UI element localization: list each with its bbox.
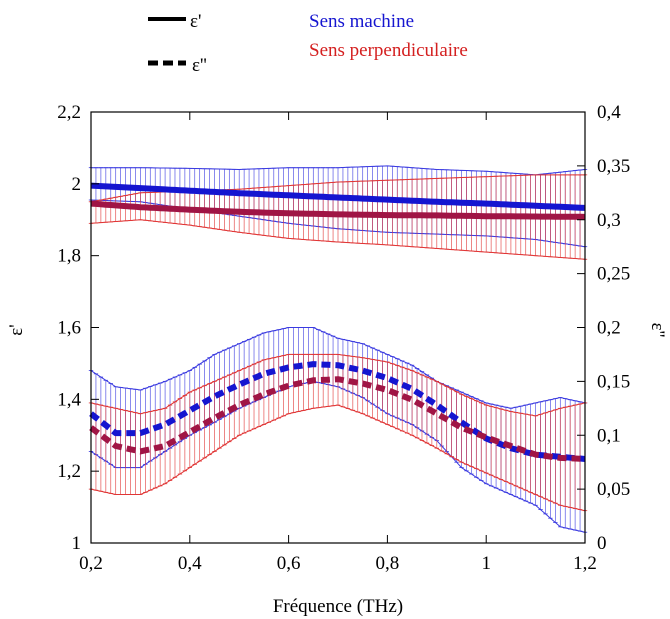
y-axis-title-right: ε'' xyxy=(647,323,668,338)
y-left-tick-label: 2 xyxy=(72,174,82,195)
series-line-0 xyxy=(90,182,586,211)
y-right-tick-label: 0 xyxy=(597,533,607,554)
error-envelope-upper xyxy=(91,165,586,176)
y-right-tick-label: 0,2 xyxy=(597,318,621,339)
series-line-3 xyxy=(89,376,586,462)
error-envelope-upper xyxy=(90,353,586,417)
error-envelope-upper xyxy=(90,327,586,409)
y-left-tick-label: 1,4 xyxy=(57,389,81,410)
legend-label-sens-perpendiculaire: Sens perpendiculaire xyxy=(309,40,468,61)
x-tick-label: 0,2 xyxy=(79,553,103,574)
x-axis-title: Fréquence (THz) xyxy=(273,596,403,617)
legend-label-sens-machine: Sens machine xyxy=(309,11,414,32)
y-right-tick-label: 0,05 xyxy=(597,479,630,500)
y-right-tick-label: 0,25 xyxy=(597,264,630,285)
y-right-tick-label: 0,3 xyxy=(597,210,621,231)
legend-label-eps-prime: ε' xyxy=(190,11,201,32)
x-tick-label: 0,4 xyxy=(178,553,202,574)
y-right-tick-label: 0,4 xyxy=(597,102,621,123)
plot-frame xyxy=(90,111,586,544)
error-envelope-lower xyxy=(90,404,586,512)
y-left-tick-label: 1 xyxy=(72,533,82,554)
x-tick-label: 0,8 xyxy=(376,553,400,574)
y-right-tick-label: 0,35 xyxy=(597,156,630,177)
y-left-tick-label: 1,2 xyxy=(57,461,81,482)
error-envelope-lower xyxy=(90,219,586,260)
legend-label-eps-double-prime: ε'' xyxy=(192,55,207,76)
plot-area xyxy=(88,165,588,533)
legend-line-styles: ε' ε'' xyxy=(148,11,207,76)
series-line-1 xyxy=(90,200,586,220)
y-left-tick-label: 1,6 xyxy=(57,318,81,339)
x-tick-label: 1,2 xyxy=(573,553,597,574)
y-right-tick-label: 0,15 xyxy=(597,371,630,392)
y-right-tick-label: 0,1 xyxy=(597,425,621,446)
series-line-2 xyxy=(89,361,586,462)
x-tick-label: 0,6 xyxy=(277,553,301,574)
y-left-tick-label: 2,2 xyxy=(57,102,81,123)
y-left-tick-label: 1,8 xyxy=(57,246,81,267)
x-tick-label: 1 xyxy=(481,553,491,574)
axis-ticks: 0,2 0,4 0,6 0,8 1 1,2 1 1,2 1,4 1,6 1,8 2 2,2 0 0,05 0,… xyxy=(57,102,630,574)
legend-colors: Sens machine Sens perpendiculaire xyxy=(309,11,468,61)
y-axis-title-left: ε' xyxy=(6,324,27,335)
